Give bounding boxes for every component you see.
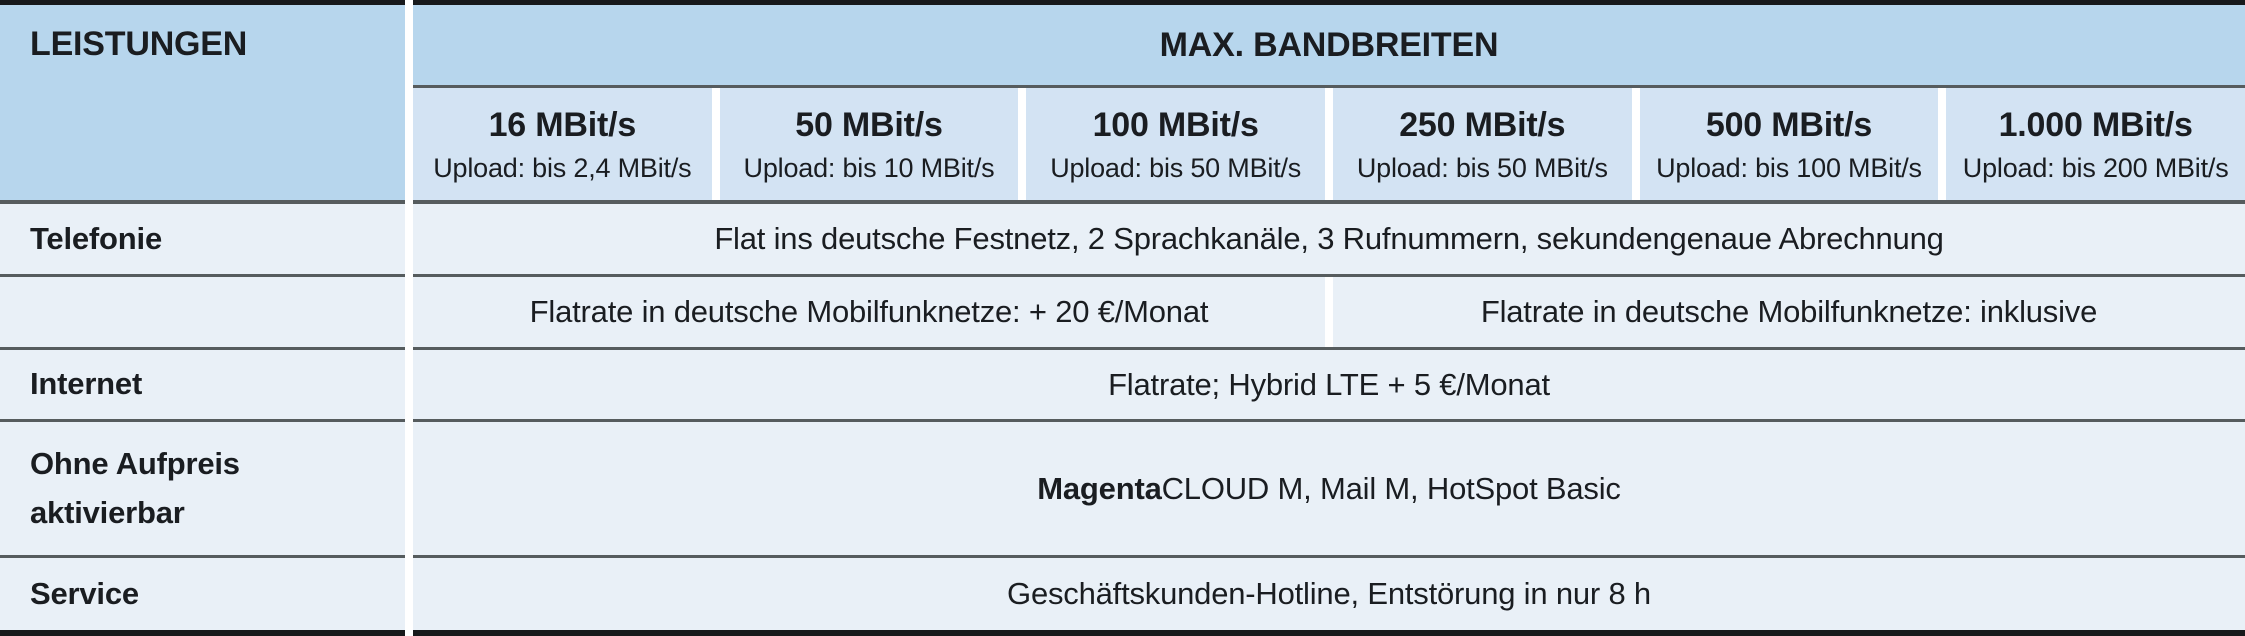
row-label-telefonie: Telefonie [0, 204, 405, 274]
divider-segment [413, 347, 2245, 350]
upload-label: Upload: bis 2,4 MBit/s [433, 153, 692, 183]
column-header-16mbit: 16 MBit/s Upload: bis 2,4 MBit/s [413, 88, 712, 200]
divider-segment [413, 419, 2245, 422]
speed-label: 16 MBit/s [488, 106, 637, 144]
row-value-text: Flatrate in deutsche Mobilfunknetze: ink… [1480, 294, 2098, 329]
column-header-500mbit: 500 MBit/s Upload: bis 100 MBit/s [1639, 88, 1939, 200]
row-value-text: MagentaCLOUD M, Mail M, HotSpot Basic [1037, 470, 1621, 507]
row-label-text: Service [30, 575, 139, 611]
upload-label: Upload: bis 200 MBit/s [1962, 153, 2229, 183]
bandbreiten-header-label: MAX. BANDBREITEN [1159, 25, 1499, 64]
upload-label: Upload: bis 100 MBit/s [1656, 153, 1922, 183]
row-label-mobilfunk-empty [0, 277, 405, 347]
row-value-mobilfunk-right: Flatrate in deutsche Mobilfunknetze: ink… [1332, 277, 2245, 347]
divider-segment [413, 274, 2245, 277]
column-header-50mbit: 50 MBit/s Upload: bis 10 MBit/s [719, 88, 1019, 200]
divider-segment [0, 555, 405, 558]
row-label-text: Internet [30, 366, 143, 402]
leistungen-header-cell: LEISTUNGEN [0, 5, 405, 200]
column-header-250mbit: 250 MBit/s Upload: bis 50 MBit/s [1332, 88, 1632, 200]
row-value-text: Flatrate; Hybrid LTE + 5 €/Monat [1108, 366, 1550, 402]
row-value-ohne-aufpreis: MagentaCLOUD M, Mail M, HotSpot Basic [413, 422, 2245, 555]
speed-label: 250 MBit/s [1399, 106, 1566, 144]
divider-segment [0, 419, 405, 422]
row-label-internet: Internet [0, 350, 405, 419]
bandbreiten-header-cell: MAX. BANDBREITEN [413, 5, 2245, 85]
row-value-text: Flat ins deutsche Festnetz, 2 Sprachkanä… [714, 221, 1944, 256]
column-header-100mbit: 100 MBit/s Upload: bis 50 MBit/s [1026, 88, 1325, 200]
bottom-border-label-segment [0, 630, 405, 636]
row-value-mobilfunk-left: Flatrate in deutsche Mobilfunknetze: + 2… [413, 277, 1325, 347]
column-header-1000mbit: 1.000 MBit/s Upload: bis 200 MBit/s [1946, 88, 2245, 200]
magenta-rest-text: CLOUD M, Mail M, HotSpot Basic [1161, 470, 1621, 506]
upload-label: Upload: bis 50 MBit/s [1050, 153, 1302, 183]
upload-label: Upload: bis 10 MBit/s [743, 153, 995, 183]
row-value-internet: Flatrate; Hybrid LTE + 5 €/Monat [413, 350, 2245, 419]
speed-label: 50 MBit/s [795, 106, 943, 144]
top-border-label-segment [0, 0, 405, 5]
divider-segment [0, 274, 405, 277]
speed-label: 1.000 MBit/s [1998, 106, 2193, 144]
row-label-ohne-aufpreis: Ohne Aufpreis aktivierbar [0, 422, 405, 555]
row-label-text: Ohne Aufpreis aktivierbar [30, 446, 240, 530]
row-value-text: Geschäftskunden-Hotline, Entstörung in n… [1007, 576, 1651, 611]
speed-label: 500 MBit/s [1705, 106, 1873, 144]
row-value-text: Flatrate in deutsche Mobilfunknetze: + 2… [529, 294, 1209, 329]
divider-under-bandbreiten [413, 85, 2245, 88]
leistungen-header-label: LEISTUNGEN [30, 25, 248, 63]
top-border-content-segment [413, 0, 2245, 5]
upload-label: Upload: bis 50 MBit/s [1356, 153, 1608, 183]
divider-segment [413, 200, 2245, 204]
magenta-bold-text: Magenta [1037, 470, 1162, 506]
row-label-text: Telefonie [30, 220, 162, 256]
divider-segment [0, 200, 405, 204]
row-value-telefonie: Flat ins deutsche Festnetz, 2 Sprachkanä… [413, 204, 2245, 274]
speed-label: 100 MBit/s [1092, 106, 1259, 144]
divider-segment [0, 347, 405, 350]
row-label-service: Service [0, 558, 405, 630]
bottom-border-content-segment [413, 630, 2245, 636]
row-value-service: Geschäftskunden-Hotline, Entstörung in n… [413, 558, 2245, 630]
divider-segment [413, 555, 2245, 558]
